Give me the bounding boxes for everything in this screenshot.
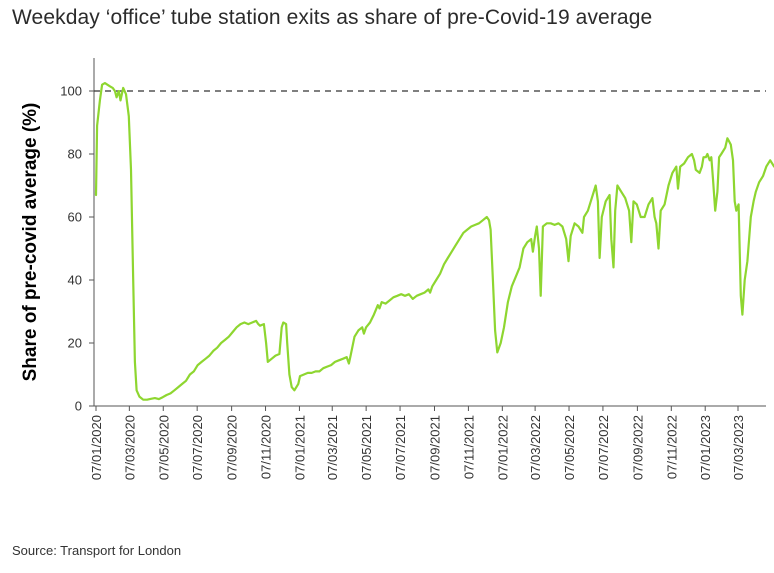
y-tick-label: 80: [68, 147, 82, 162]
x-tick-label: 07/05/2021: [359, 415, 374, 480]
x-ticks: 07/01/2020 07/03/2020 07/05/2020 07/07/2020…: [89, 406, 746, 480]
axes: [93, 58, 766, 407]
y-tick-label: 40: [68, 273, 82, 288]
x-tick-label: 07/07/2020: [190, 415, 205, 480]
y-ticks: 0 20 40 60 80 100: [60, 84, 94, 414]
x-tick-label: 07/01/2021: [292, 415, 307, 480]
x-tick-label: 07/03/2021: [325, 415, 340, 480]
y-tick-label: 60: [68, 210, 82, 225]
x-tick-label: 07/03/2023: [731, 415, 746, 480]
series-group: [94, 81, 774, 401]
x-tick-label: 07/01/2023: [698, 415, 713, 480]
x-tick-label: 07/11/2022: [664, 415, 679, 479]
series-line: [94, 81, 774, 401]
x-tick-label: 07/09/2022: [630, 415, 645, 480]
x-tick-label: 07/05/2022: [562, 415, 577, 480]
source-note: Source: Transport for London: [12, 543, 182, 558]
x-tick-label: 07/01/2022: [495, 415, 510, 480]
y-tick-label: 0: [75, 399, 82, 414]
x-tick-label: 07/01/2020: [89, 415, 104, 480]
x-tick-label: 07/11/2021: [461, 415, 476, 479]
chart-title: Weekday ‘office’ tube station exits as s…: [12, 6, 653, 29]
line-chart: Share of pre-covid average (%) 0 20 40 60 80…: [20, 58, 774, 480]
x-tick-label: 07/09/2021: [428, 415, 443, 480]
x-tick-label: 07/05/2020: [156, 415, 171, 480]
y-tick-label: 20: [68, 336, 82, 351]
x-tick-label: 07/11/2020: [259, 415, 274, 479]
x-tick-label: 07/07/2022: [596, 415, 611, 480]
y-axis-label: Share of pre-covid average (%): [20, 103, 41, 382]
x-tick-label: 07/09/2020: [225, 415, 240, 480]
y-tick-label: 100: [60, 84, 82, 99]
x-tick-label: 07/03/2022: [528, 415, 543, 480]
x-tick-label: 07/07/2021: [393, 415, 408, 480]
x-tick-label: 07/03/2020: [122, 415, 137, 480]
